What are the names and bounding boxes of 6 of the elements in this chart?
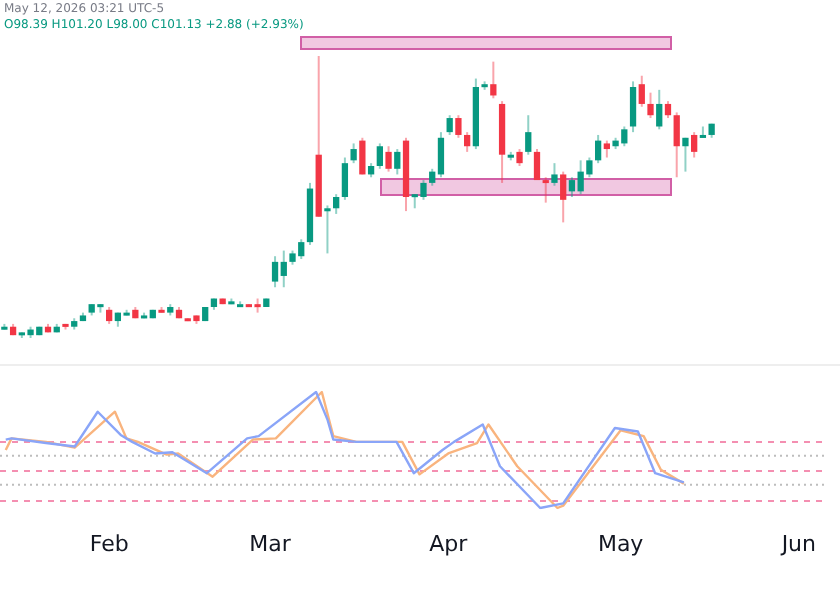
x-tick-label: Jun bbox=[779, 530, 817, 557]
x-tick-label: May bbox=[597, 530, 645, 557]
x-tick-label: Mar bbox=[249, 530, 292, 557]
x-tick-label: Apr bbox=[429, 530, 469, 557]
x-tick-label: Feb bbox=[89, 530, 129, 557]
candlestick bbox=[236, 300, 244, 308]
